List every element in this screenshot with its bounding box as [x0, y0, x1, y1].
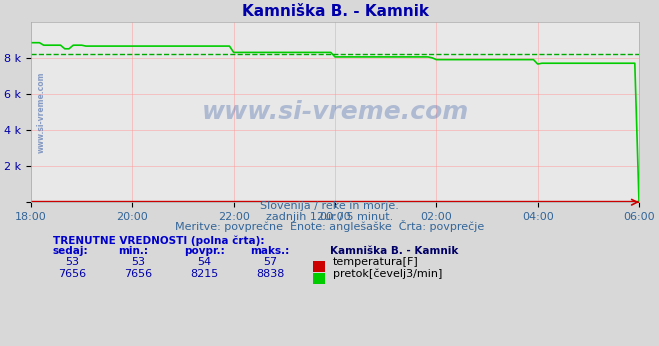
Text: pretok[čevelj3/min]: pretok[čevelj3/min] [333, 268, 442, 279]
Text: 8838: 8838 [256, 269, 285, 279]
Text: 53: 53 [131, 257, 146, 267]
Text: povpr.:: povpr.: [185, 246, 225, 256]
Text: TRENUTNE VREDNOSTI (polna črta):: TRENUTNE VREDNOSTI (polna črta): [53, 235, 264, 246]
Text: Kamniška B. - Kamnik: Kamniška B. - Kamnik [330, 246, 458, 256]
Text: Meritve: povprečne  Enote: anglešaške  Črta: povprečje: Meritve: povprečne Enote: anglešaške Črt… [175, 220, 484, 232]
Text: Slovenija / reke in morje.: Slovenija / reke in morje. [260, 201, 399, 211]
Text: zadnjih 12ur / 5 minut.: zadnjih 12ur / 5 minut. [266, 212, 393, 222]
Text: www.si-vreme.com: www.si-vreme.com [202, 100, 469, 124]
Text: maks.:: maks.: [250, 246, 290, 256]
Text: 7656: 7656 [59, 269, 86, 279]
Text: temperatura[F]: temperatura[F] [333, 257, 418, 267]
Text: 57: 57 [263, 257, 277, 267]
Text: 7656: 7656 [125, 269, 152, 279]
Title: Kamniška B. - Kamnik: Kamniška B. - Kamnik [241, 4, 428, 19]
Text: 54: 54 [197, 257, 212, 267]
Text: 53: 53 [65, 257, 80, 267]
Text: 8215: 8215 [190, 269, 218, 279]
Text: min.:: min.: [119, 246, 149, 256]
Text: www.si-vreme.com: www.si-vreme.com [37, 71, 46, 153]
Text: sedaj:: sedaj: [53, 246, 88, 256]
